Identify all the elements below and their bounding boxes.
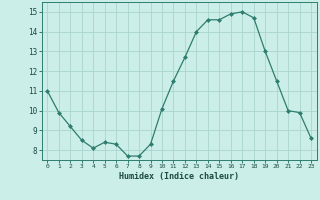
X-axis label: Humidex (Indice chaleur): Humidex (Indice chaleur) [119,172,239,181]
